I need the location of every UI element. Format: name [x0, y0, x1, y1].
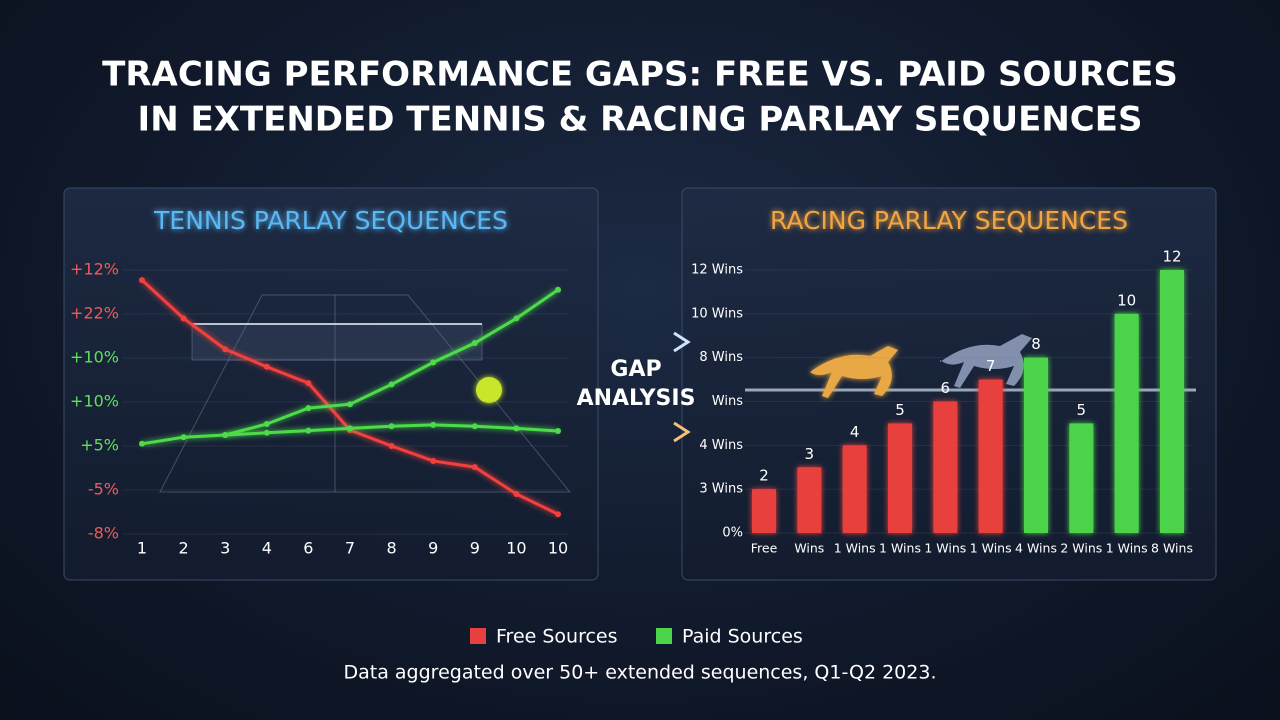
point [347, 401, 353, 408]
x-tick-label: 2 [179, 539, 189, 558]
bar [1024, 357, 1048, 533]
x-tick-label: 4 [262, 539, 272, 558]
x-tick-label: Free [751, 541, 778, 556]
x-tick-label: 7 [345, 539, 355, 558]
bar [1114, 313, 1139, 533]
point [222, 346, 229, 353]
x-tick-label: 4 Wins [1015, 541, 1057, 556]
bar-value-label: 2 [759, 467, 769, 485]
x-tick-label: 9 [428, 539, 438, 558]
bar [752, 489, 776, 533]
point [180, 434, 187, 441]
y-tick-label: -5% [88, 480, 119, 499]
point [222, 432, 229, 438]
point [471, 340, 478, 347]
point [555, 428, 561, 435]
bar [1160, 270, 1184, 533]
point [388, 423, 395, 430]
point [305, 427, 312, 434]
x-tick-label: 3 [220, 539, 230, 558]
point [555, 511, 561, 518]
tennis-ball [476, 377, 502, 403]
x-tick-label: 1 Wins [970, 541, 1012, 556]
point [180, 315, 187, 322]
y-tick-label: 0% [722, 526, 743, 541]
x-tick-label: 8 [387, 539, 397, 558]
point [139, 440, 145, 447]
y-tick-label: +10% [70, 348, 119, 367]
panel [63, 187, 599, 581]
bar [797, 467, 822, 533]
bar [842, 445, 867, 533]
x-tick-label: 6 [303, 539, 313, 558]
point [347, 425, 353, 432]
gap-arrows [560, 331, 691, 443]
panel-title: RACING PARLAY SEQUENCES [770, 206, 1128, 235]
point [305, 380, 312, 387]
y-tick-label: Wins [712, 394, 743, 409]
gap-label: GAP [610, 357, 661, 382]
x-tick-label: 1 Wins [879, 541, 921, 556]
point [305, 405, 312, 412]
x-tick-label: 10 [548, 539, 568, 558]
point [513, 425, 520, 432]
bar-value-label: 4 [850, 423, 860, 441]
point [263, 363, 270, 370]
legend-swatch [470, 628, 486, 644]
point [513, 490, 520, 497]
bar-value-label: 12 [1162, 248, 1181, 266]
x-tick-label: 1 [137, 539, 147, 558]
gap-label: ANALYSIS [577, 386, 696, 411]
y-tick-label: 12 Wins [691, 263, 743, 278]
bar-value-label: 5 [895, 401, 905, 419]
legend-swatch [656, 628, 672, 644]
point [388, 443, 395, 449]
bar-value-label: 10 [1117, 291, 1136, 309]
y-tick-label: +5% [80, 436, 119, 455]
point [471, 423, 478, 430]
bar [933, 401, 958, 533]
y-tick-label: 3 Wins [699, 482, 743, 497]
bar [978, 379, 1003, 533]
point [263, 421, 270, 427]
title-line: TRACING PERFORMANCE GAPS: FREE VS. PAID … [102, 55, 1178, 95]
bar-value-label: 5 [1077, 401, 1087, 419]
x-tick-label: 1 Wins [1106, 541, 1148, 556]
point [430, 359, 437, 366]
y-tick-label: +10% [70, 392, 119, 411]
x-tick-label: 2 Wins [1060, 541, 1102, 556]
point [388, 381, 395, 388]
y-tick-label: 8 Wins [699, 350, 743, 365]
y-tick-label: 4 Wins [699, 438, 743, 453]
y-tick-label: +22% [70, 304, 119, 323]
y-tick-label: +12% [70, 260, 119, 279]
point [139, 277, 145, 284]
bar-value-label: 7 [986, 357, 996, 375]
x-tick-label: 8 Wins [1151, 541, 1193, 556]
bar [888, 423, 912, 533]
bar-value-label: 8 [1031, 335, 1041, 353]
panel-title: TENNIS PARLAY SEQUENCES [153, 206, 508, 235]
point [555, 286, 561, 293]
bar-value-label: 6 [941, 379, 951, 397]
bar-value-label: 3 [805, 445, 815, 463]
point [430, 421, 437, 428]
title-line: IN EXTENDED TENNIS & RACING PARLAY SEQUE… [138, 100, 1143, 140]
x-tick-label: 1 Wins [834, 541, 876, 556]
point [430, 457, 437, 464]
point [471, 464, 478, 471]
point [263, 429, 270, 436]
y-tick-label: -8% [88, 524, 119, 543]
legend-label: Free Sources [496, 626, 618, 648]
x-tick-label: 9 [470, 539, 480, 558]
y-tick-label: 10 Wins [691, 306, 743, 321]
bar [1069, 423, 1094, 533]
point [513, 315, 520, 322]
x-tick-label: 10 [506, 539, 526, 558]
footnote: Data aggregated over 50+ extended sequen… [344, 662, 937, 684]
legend-label: Paid Sources [682, 626, 803, 648]
x-tick-label: Wins [794, 541, 824, 556]
x-tick-label: 1 Wins [924, 541, 966, 556]
